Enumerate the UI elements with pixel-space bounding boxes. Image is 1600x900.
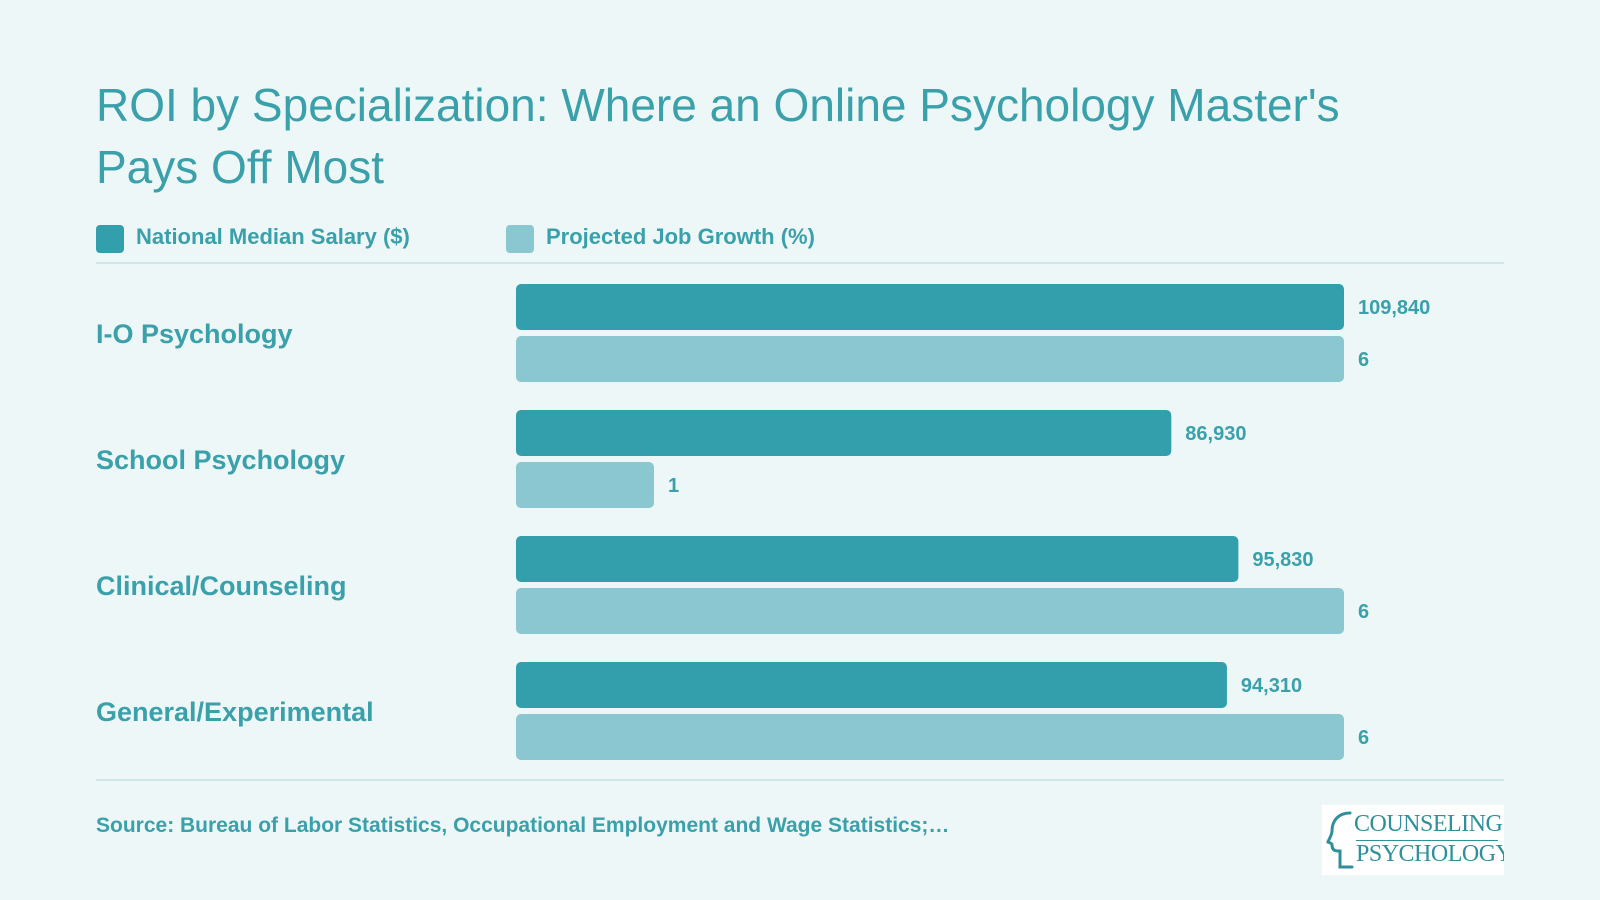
salary-bar: [516, 410, 1172, 456]
legend-label-growth: Projected Job Growth (%): [546, 224, 815, 249]
head-profile-icon: [1326, 811, 1354, 869]
salary-value-label: 109,840: [1358, 297, 1430, 319]
growth-bar: [516, 336, 1344, 382]
salary-value-label: 86,930: [1185, 423, 1246, 445]
logo-text-line1: COUNSELING: [1354, 811, 1503, 837]
salary-bar: [516, 536, 1239, 582]
counseling-psychology-logo: COUNSELING PSYCHOLOGY: [1322, 805, 1504, 875]
legend-swatch-growth: [506, 225, 534, 253]
bottom-divider: [96, 779, 1504, 781]
chart-title: ROI by Specialization: Where an Online P…: [96, 79, 1340, 193]
legend-label-salary: National Median Salary ($): [136, 224, 410, 249]
growth-value-label: 1: [668, 475, 679, 497]
bar-chart: I-O Psychology 109,840 6 School Psychology 8…: [96, 284, 1430, 760]
growth-bar: [516, 714, 1344, 760]
growth-value-label: 6: [1358, 601, 1369, 623]
growth-value-label: 6: [1358, 727, 1369, 749]
growth-value-label: 6: [1358, 349, 1369, 371]
salary-value-label: 95,830: [1252, 549, 1313, 571]
legend-swatch-salary: [96, 225, 124, 253]
salary-bar: [516, 662, 1227, 708]
category-label: General/Experimental: [96, 697, 374, 727]
salary-value-label: 94,310: [1241, 675, 1302, 697]
logo-divider: [1356, 840, 1498, 841]
salary-bar: [516, 284, 1344, 330]
category-label: School Psychology: [96, 445, 345, 475]
logo-text-line2: PSYCHOLOGY: [1356, 841, 1504, 867]
source-note: Source: Bureau of Labor Statistics, Occu…: [96, 814, 950, 837]
growth-bar: [516, 462, 654, 508]
growth-bar: [516, 588, 1344, 634]
category-label: Clinical/Counseling: [96, 571, 347, 601]
category-label: I-O Psychology: [96, 319, 293, 349]
top-divider: [96, 262, 1504, 264]
